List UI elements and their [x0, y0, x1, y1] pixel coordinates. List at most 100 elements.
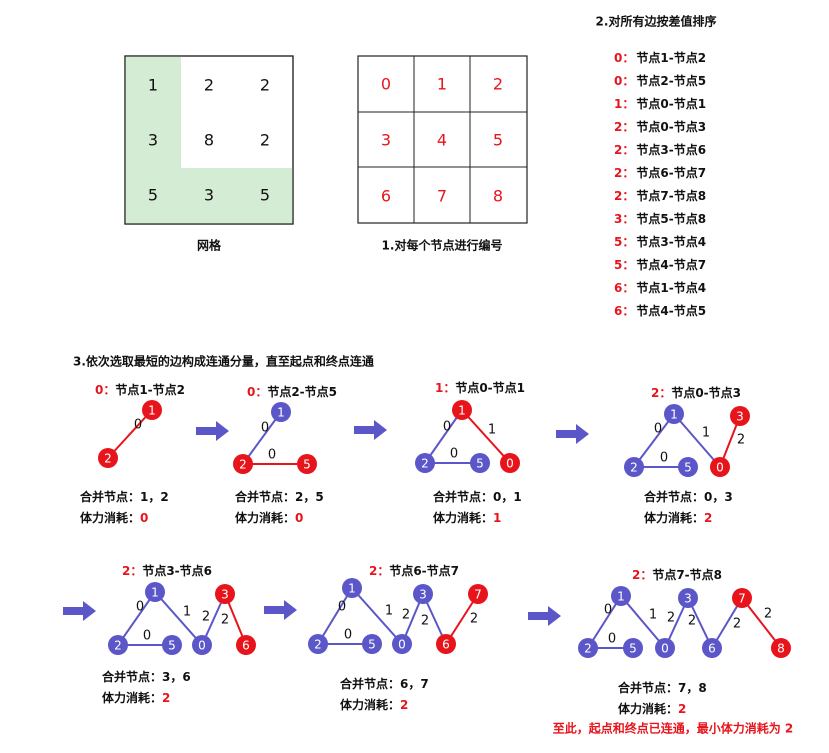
step-weight: 0： — [95, 383, 115, 397]
edge-weight: 3 — [614, 212, 622, 226]
graph-node-label: 3 — [684, 592, 692, 606]
merge-line: 合并节点：2，5 — [235, 489, 324, 504]
graph-node — [452, 400, 472, 420]
edge-name: 节点4-节点5 — [636, 303, 706, 318]
graph-node-label: 6 — [442, 638, 450, 652]
arrow-icon — [63, 601, 96, 621]
node-number: 7 — [437, 187, 447, 206]
graph-node-label: 3 — [221, 588, 229, 602]
merge-nodes: 2，5 — [295, 490, 324, 504]
edge-weight-label: 0 — [134, 418, 142, 433]
graph-edge — [741, 597, 782, 649]
graph-node-label: 5 — [168, 639, 176, 653]
graph-node — [732, 588, 752, 608]
graph-node-label: 2 — [630, 461, 638, 475]
merge-nodes: 6，7 — [400, 677, 429, 691]
graph-node-label: 5 — [476, 457, 484, 471]
step-header: 2：节点3-节点6 — [122, 563, 212, 578]
graph-node-label: 1 — [277, 406, 285, 420]
edge-separator: ： — [622, 51, 634, 65]
grid-cell: 1 — [148, 76, 158, 95]
graph-edge — [424, 409, 463, 464]
step-graph: 01 2 — [98, 400, 162, 468]
edge-weight-label: 0 — [136, 600, 144, 615]
merge-nodes: 0，3 — [704, 490, 733, 504]
cost-line: 体力消耗：2 — [618, 701, 686, 716]
edge-weight-label: 0 — [344, 628, 352, 643]
node-number: 5 — [493, 131, 503, 150]
merge-label: 合并节点： — [644, 489, 704, 504]
edge-separator: ： — [622, 143, 634, 157]
edge-separator: ： — [622, 120, 634, 134]
cost-label: 体力消耗： — [80, 510, 140, 525]
graph-node — [145, 582, 165, 602]
edge-separator: ： — [622, 304, 634, 318]
graph-node — [413, 584, 433, 604]
grid-cell: 5 — [260, 186, 270, 205]
graph-node — [392, 634, 412, 654]
step-weight: 2： — [632, 568, 652, 582]
graph-edge — [461, 409, 511, 464]
graph-node-label: 1 — [670, 408, 678, 422]
graph-node-label: 8 — [777, 642, 785, 656]
arrow-icon — [354, 420, 387, 440]
graph-node — [623, 638, 643, 658]
graph-node — [308, 634, 328, 654]
cost-line: 体力消耗：0 — [235, 510, 303, 525]
graph-node — [500, 453, 520, 473]
graph-node — [108, 635, 128, 655]
graph-node-label: 1 — [348, 582, 356, 596]
graph-edge — [154, 591, 203, 646]
edge-row: 0： 节点1-节点2 — [614, 50, 706, 65]
merge-line: 合并节点：1，2 — [80, 489, 169, 504]
graph-node-label: 5 — [368, 638, 376, 652]
edge-separator: ： — [622, 74, 634, 88]
merge-nodes: 1，2 — [140, 490, 169, 504]
step-edge: 节点6-节点7 — [389, 563, 459, 578]
step-header: 1：节点0-节点1 — [435, 380, 525, 395]
merge-label: 合并节点： — [235, 489, 295, 504]
graph-node — [771, 638, 791, 658]
graph-node — [362, 634, 382, 654]
graph-node — [192, 635, 212, 655]
edge-weight-label: 0 — [608, 632, 616, 647]
graph-node — [468, 584, 488, 604]
graph-edge — [242, 411, 282, 465]
edge-weight-label: 2 — [737, 433, 745, 448]
node-number: 6 — [381, 187, 391, 206]
arrow-icon — [264, 600, 297, 620]
edge-weight-label: 1 — [183, 605, 191, 620]
conclusion-text: 至此，起点和终点已连通，最小体力消耗为 2 — [553, 721, 794, 736]
graph-edge — [317, 587, 353, 645]
graph-node-label: 2 — [584, 642, 592, 656]
cost-value: 0 — [295, 511, 303, 525]
step-header: 2：节点0-节点3 — [651, 385, 741, 400]
graph-node-label: 0 — [716, 461, 724, 475]
edge-weight-label: 0 — [443, 420, 451, 435]
graph-node — [233, 454, 253, 474]
step-header: 0：节点1-节点2 — [95, 382, 185, 397]
graph-node — [415, 453, 435, 473]
node-number: 8 — [493, 187, 503, 206]
edge-row: 2： 节点7-节点8 — [614, 188, 706, 203]
edge-weight: 0 — [614, 51, 622, 65]
graph-node-label: 1 — [148, 404, 156, 418]
graph-node — [470, 453, 490, 473]
merge-nodes: 3，6 — [162, 670, 191, 684]
graph-node — [436, 634, 456, 654]
cost-label: 体力消耗： — [618, 701, 678, 716]
merge-label: 合并节点： — [80, 489, 140, 504]
edge-row: 2： 节点0-节点3 — [614, 119, 706, 134]
edge-separator: ： — [622, 189, 634, 203]
step-weight: 2： — [651, 386, 671, 400]
graph-node — [98, 448, 118, 468]
edge-weight: 2 — [614, 143, 622, 157]
cost-value: 2 — [704, 511, 712, 525]
graph-node-label: 0 — [506, 457, 514, 471]
cost-value: 0 — [140, 511, 148, 525]
edge-weight-label: 2 — [733, 617, 741, 632]
graph-node — [678, 457, 698, 477]
merge-line: 合并节点：0，1 — [433, 489, 522, 504]
